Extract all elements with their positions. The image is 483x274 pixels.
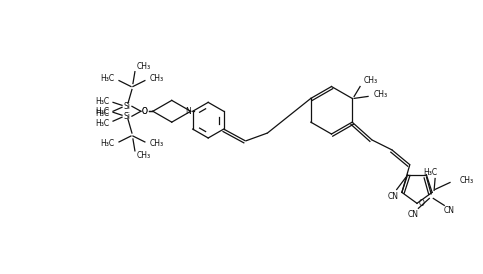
Text: O: O bbox=[419, 199, 425, 208]
Text: CH₃: CH₃ bbox=[137, 151, 151, 160]
Text: H₃C: H₃C bbox=[100, 139, 114, 149]
Text: CN: CN bbox=[444, 206, 455, 215]
Text: CN: CN bbox=[387, 192, 398, 201]
Text: O: O bbox=[142, 107, 148, 116]
Text: H₃C: H₃C bbox=[95, 97, 109, 106]
Text: CH₃: CH₃ bbox=[364, 76, 378, 85]
Text: CH₃: CH₃ bbox=[374, 90, 388, 99]
Text: H₃C: H₃C bbox=[95, 109, 109, 118]
Text: Si: Si bbox=[124, 112, 130, 121]
Text: N: N bbox=[185, 107, 191, 116]
Text: O: O bbox=[142, 107, 148, 116]
Text: Si: Si bbox=[124, 102, 130, 111]
Text: H₃C: H₃C bbox=[423, 168, 437, 177]
Text: H₃C: H₃C bbox=[95, 107, 109, 116]
Text: H₃C: H₃C bbox=[95, 119, 109, 128]
Text: CH₃: CH₃ bbox=[150, 74, 164, 83]
Text: CH₃: CH₃ bbox=[137, 62, 151, 71]
Text: H₃C: H₃C bbox=[100, 74, 114, 83]
Text: CH₃: CH₃ bbox=[460, 176, 474, 185]
Text: CH₃: CH₃ bbox=[150, 139, 164, 149]
Text: CN: CN bbox=[408, 210, 419, 219]
